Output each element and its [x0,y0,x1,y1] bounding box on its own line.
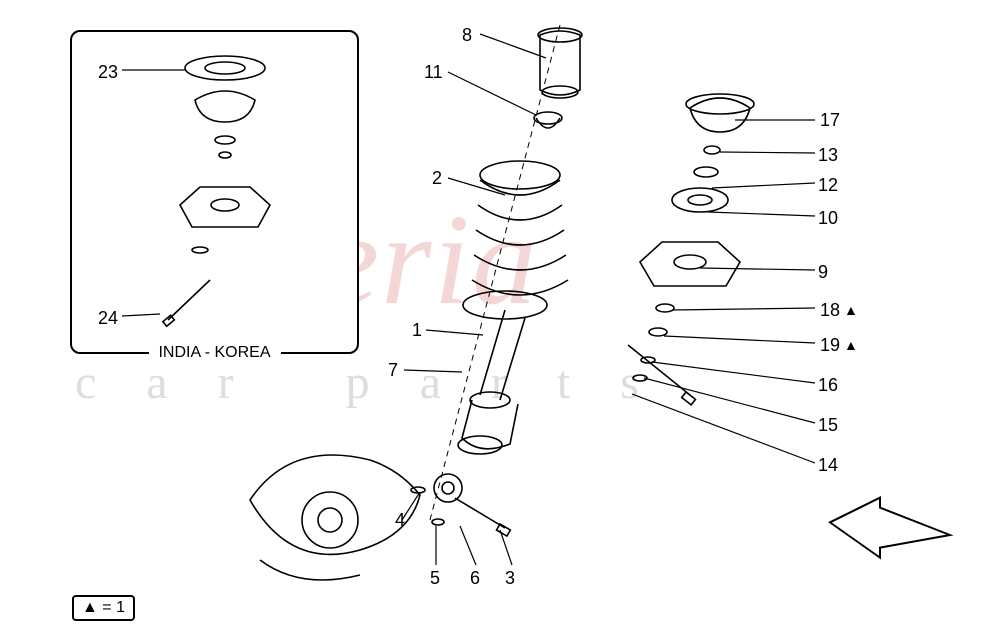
main-parts [250,25,754,580]
callout-4: 4 [395,510,405,531]
callout-16: 16 [818,375,838,396]
callout-19: 19▲ [820,335,858,356]
callout-9: 9 [818,262,828,283]
callout-3: 3 [505,568,515,589]
callout-18: 18▲ [820,300,858,321]
inset-parts [163,56,270,326]
callout-1: 1 [412,320,422,341]
callout-8: 8 [462,25,472,46]
callout-23: 23 [98,62,118,83]
callout-7: 7 [388,360,398,381]
diagram-canvas: scuderia car parts INDIA - KOREA ▲ = 1 [0,0,1000,632]
direction-arrow [830,492,950,565]
callout-15: 15 [818,415,838,436]
callout-2: 2 [432,168,442,189]
callout-5: 5 [430,568,440,589]
callout-13: 13 [818,145,838,166]
callout-17: 17 [820,110,840,131]
callout-12: 12 [818,175,838,196]
callout-10: 10 [818,208,838,229]
callout-14: 14 [818,455,838,476]
callout-6: 6 [470,568,480,589]
callout-11: 11 [424,62,443,83]
callout-24: 24 [98,308,118,329]
